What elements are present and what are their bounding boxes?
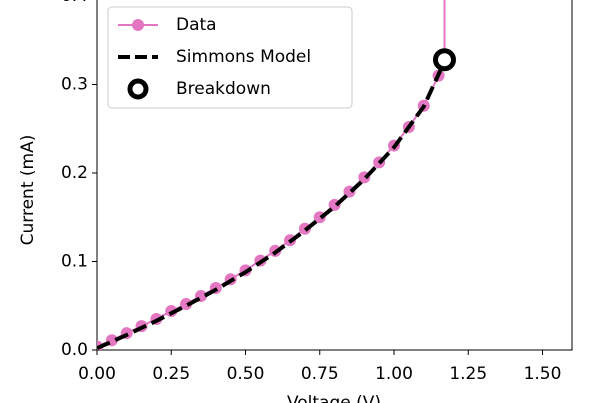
- y-axis-label: Current (mA): [18, 135, 38, 246]
- y-tick-label: 0.4: [61, 0, 88, 6]
- legend-swatch: [127, 78, 149, 100]
- y-tick-label: 0.0: [61, 340, 88, 360]
- legend-label: Data: [176, 15, 217, 35]
- y-tick-label: 0.1: [61, 252, 88, 272]
- plot-area: [97, 0, 456, 350]
- model-line: [97, 60, 447, 350]
- y-tick-label: 0.3: [61, 75, 88, 95]
- plot-frame: [96, 0, 573, 351]
- x-tick-label: 1.25: [449, 364, 487, 384]
- x-axis-label: Voltage (V): [287, 393, 381, 403]
- legend-box: [107, 6, 353, 109]
- y-tick-label: 0.2: [61, 163, 88, 183]
- data-point: [180, 297, 193, 310]
- x-tick-label: 0.00: [78, 364, 116, 384]
- breakdown-point: [432, 48, 456, 72]
- x-tick-label: 0.75: [301, 364, 339, 384]
- x-tick-label: 0.25: [152, 364, 190, 384]
- legend-swatch: [132, 19, 144, 31]
- x-tick-label: 0.50: [227, 364, 265, 384]
- x-tick-label: 1.50: [524, 364, 562, 384]
- x-tick-label: 1.00: [375, 364, 413, 384]
- legend-label: Simmons Model: [176, 47, 311, 67]
- legend-label: Breakdown: [176, 79, 271, 99]
